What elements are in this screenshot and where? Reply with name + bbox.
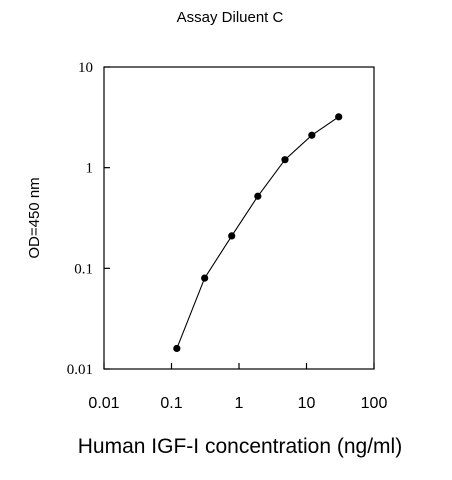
chart-title: Assay Diluent C <box>177 9 284 26</box>
y-tick-label: 0.1 <box>74 261 93 277</box>
x-tick-label: 100 <box>361 395 388 412</box>
data-point <box>308 131 316 139</box>
series-layer <box>173 113 343 353</box>
data-point <box>335 113 343 121</box>
data-point <box>201 274 209 282</box>
data-point <box>228 232 236 240</box>
data-point <box>254 192 262 200</box>
y-tick-label: 10 <box>78 60 93 76</box>
x-axis: 0.01 0.1 1 10 100 <box>88 363 387 412</box>
data-point <box>173 344 181 353</box>
x-axis-label: Human IGF-I concentration (ng/ml) <box>78 435 402 458</box>
y-axis: 0.01 0.1 1 10 <box>67 60 110 378</box>
y-tick-label: 1 <box>86 161 94 177</box>
y-axis-label: OD=450 nm <box>26 177 43 258</box>
x-tick-label: 1 <box>235 395 244 412</box>
x-tick-label: 10 <box>298 395 316 412</box>
x-tick-label: 0.1 <box>160 395 182 412</box>
data-point <box>281 156 289 164</box>
x-tick-label: 0.01 <box>88 395 119 412</box>
y-tick-label: 0.01 <box>67 362 93 378</box>
series-line <box>176 116 340 349</box>
plot-frame <box>103 66 375 370</box>
